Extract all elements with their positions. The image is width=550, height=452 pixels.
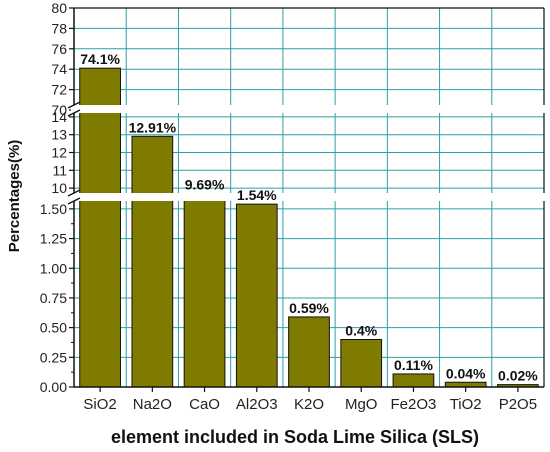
x-tick-label: Fe2O3 [391,396,437,413]
y-tick-label: 1.00 [40,260,67,276]
data-label: 0.04% [446,365,486,381]
bar-K2O [288,316,330,388]
axis-break-frame-gap [71,193,77,201]
y-tick-label: 1.50 [40,201,67,217]
data-labels: 74.1% 12.91% 9.69% 1.54% 0.59% 0.4% 0.11% 0.04%… [80,51,538,383]
bar-Al2O3 [235,203,278,388]
y-tick-label: 0.75 [40,290,67,306]
bar-CaO [183,193,226,388]
bar-Na2O [131,135,174,388]
bars [66,67,546,388]
axis-break-frame-gap [541,193,547,201]
x-tick-label: Al2O3 [236,396,278,413]
x-axis-title: element included in Soda Lime Silica (SL… [111,427,479,447]
y-tick-label: 0.00 [40,379,67,395]
x-tick-label: SiO2 [83,396,116,413]
data-label: 0.11% [394,357,433,373]
y-axis-title: Percentages(%) [6,140,23,253]
y-tick-label: 13 [51,127,67,143]
y-tick-label: 74 [51,61,67,77]
y-tick-label: 76 [51,41,67,57]
data-label: 74.1% [80,51,120,67]
y-tick-label: 78 [51,20,67,36]
x-tick-label: MgO [345,396,378,413]
axis-break-marker [67,109,81,117]
y-tick-label: 72 [51,82,67,98]
y-tick-label: 70 [51,102,67,118]
axis-break-frame-gap [71,105,77,113]
bar-SiO2 [79,67,121,388]
x-tick-label: K2O [294,396,324,413]
axis-break-gap [66,105,546,113]
y-tick-label: 11 [52,162,67,178]
y-tick-label: 14 [51,109,67,125]
axis-break-gap [66,193,546,201]
axis-break-marker [67,101,81,109]
x-tick-label: TiO2 [450,396,482,413]
x-tick-label: P2O5 [499,396,537,413]
axis-break-frame-gap [541,105,547,113]
data-label: 9.69% [185,177,225,193]
axis-break-marker [67,197,81,205]
data-label: 0.4% [345,323,377,339]
y-tick-label: 80 [51,0,67,16]
x-tick-label: CaO [189,396,220,413]
axis-break-marker [67,189,81,197]
y-tick-label: 1.25 [40,231,67,247]
y-tick-label: 12 [51,145,67,161]
x-tick-label: Na2O [133,396,172,413]
y-tick-label: 10 [51,180,67,196]
y-tick-label: 0.50 [40,320,67,336]
data-label: 12.91% [129,119,177,135]
bar-Fe2O3 [392,373,435,388]
data-label: 0.02% [498,368,538,384]
data-label: 0.59% [289,300,329,316]
bar-MgO [340,339,383,388]
y-tick-label: 0.25 [40,349,67,365]
data-label: 1.54% [237,187,277,203]
